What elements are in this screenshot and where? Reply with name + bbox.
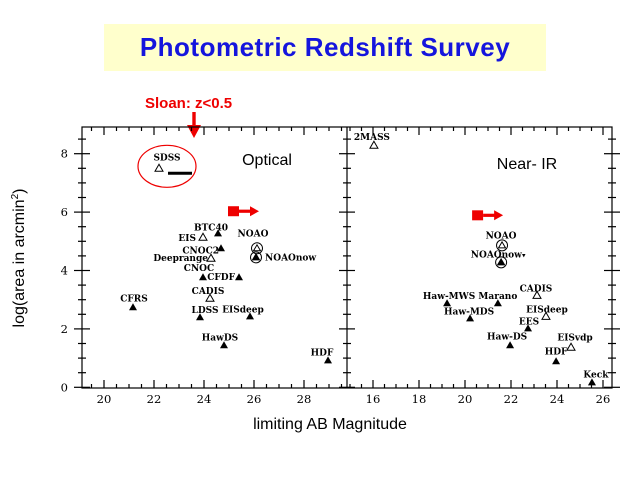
- x-tick-label: 26: [247, 392, 262, 406]
- survey-point-label: BTC40: [194, 223, 228, 233]
- panel-label-optical: Optical: [242, 152, 292, 169]
- open-triangle-marker: [566, 342, 576, 351]
- survey-point-label: EISdeep: [526, 305, 568, 315]
- filled-triangle-marker: [493, 299, 502, 307]
- filled-triangle-marker: [324, 356, 332, 364]
- survey-point-label: 2MASS: [354, 133, 390, 143]
- survey-point-label: Haw-MDS: [444, 307, 494, 317]
- survey-point-label: CFRS: [120, 294, 148, 304]
- survey-point-label: CNOC: [184, 264, 214, 274]
- filled-triangle-marker: [524, 324, 533, 332]
- survey-point-label: EISdeep: [222, 305, 264, 315]
- filled-triangle-marker: [129, 303, 137, 311]
- y-tick-label: 6: [61, 205, 68, 219]
- frontier-arrow-head: [494, 210, 504, 221]
- open-triangle-in-circle-marker: [497, 240, 507, 249]
- x-tick-label: 18: [412, 392, 427, 406]
- y-tick-label: 4: [61, 264, 68, 278]
- y-axis-title-superscript: 2: [10, 193, 21, 199]
- x-tick-label: 28: [297, 392, 312, 406]
- filled-triangle-marker: [587, 378, 596, 386]
- open-triangle-marker: [369, 140, 379, 149]
- x-tick-label: 22: [147, 392, 162, 406]
- frontier-square-icon: [472, 210, 484, 221]
- circle-marker: [251, 242, 263, 255]
- open-triangle-marker: [206, 253, 216, 262]
- x-tick-label: 26: [596, 392, 611, 406]
- open-triangle-marker: [205, 293, 215, 302]
- x-tick-label: 16: [366, 392, 381, 406]
- survey-point-label: EIS: [178, 234, 196, 244]
- survey-point-label: EES: [519, 317, 539, 327]
- survey-point-label: HawDS: [202, 333, 238, 343]
- filled-triangle-marker: [199, 273, 207, 281]
- filled-triangle-marker: [552, 357, 561, 365]
- survey-point-label: HDF: [545, 347, 568, 357]
- filled-triangle-marker: [217, 244, 225, 252]
- filled-triangle-marker: [220, 341, 228, 349]
- open-triangle-in-circle-marker: [252, 243, 262, 252]
- frontier-square-icon: [228, 206, 239, 217]
- x-axis-title: limiting AB Magnitude: [253, 416, 407, 433]
- open-triangle-marker: [198, 232, 208, 241]
- survey-point-label: CADIS: [192, 287, 225, 297]
- y-axis-title-close: ): [11, 189, 28, 194]
- filled-triangle-marker: [466, 314, 475, 322]
- survey-point-label: Haw-DS: [487, 332, 527, 342]
- filled-triangle-in-circle-marker: [251, 252, 261, 261]
- open-triangle-marker: [154, 163, 164, 172]
- y-axis-title: log(area in arcmin2): [10, 189, 28, 328]
- circle-marker: [496, 239, 509, 252]
- x-tick-label: 20: [97, 392, 112, 406]
- title-banner: Photometric Redshift Survey: [104, 24, 546, 71]
- survey-point-label: Haw-MWS: [423, 292, 475, 302]
- filled-triangle-in-circle-marker: [496, 257, 506, 266]
- survey-point-label: SDSS: [153, 153, 180, 163]
- filled-triangle-marker: [443, 299, 452, 307]
- x-tick-label: 22: [504, 392, 519, 406]
- panel-label-near-ir: Near- IR: [497, 156, 557, 173]
- x-tick-label: 24: [197, 392, 212, 406]
- survey-point-label: Marano: [478, 292, 517, 302]
- x-tick-label: 20: [458, 392, 473, 406]
- survey-point-label: CNOC2: [182, 246, 219, 256]
- survey-point-label: CADIS: [520, 284, 553, 294]
- survey-point-label: NOAOnow: [265, 253, 316, 263]
- survey-point-label: Deeprange: [153, 254, 208, 264]
- slide-title: Photometric Redshift Survey: [139, 32, 511, 62]
- y-axis-title-text: log(area in arcmin: [11, 199, 28, 327]
- survey-point-label: CFDF: [207, 273, 235, 283]
- sdss-callout-ellipse: [137, 144, 197, 188]
- small-down-triangle-icon: ▾: [522, 250, 526, 259]
- survey-point-label: EISvdp: [557, 333, 592, 343]
- sloan-arrow-icon: [187, 112, 201, 138]
- x-tick-label: 24: [550, 392, 565, 406]
- open-triangle-marker: [541, 311, 551, 320]
- filled-triangle-marker: [214, 229, 222, 237]
- survey-point-label: HDF: [311, 348, 334, 358]
- circle-marker: [250, 251, 262, 264]
- sloan-annotation-label: Sloan: z<0.5: [145, 95, 233, 112]
- survey-point-label: NOAO: [486, 231, 517, 241]
- y-tick-label: 8: [61, 147, 68, 161]
- survey-point-label: LDSS: [192, 306, 219, 316]
- filled-triangle-marker: [235, 273, 243, 281]
- y-tick-label: 2: [61, 322, 68, 336]
- survey-point-label: NOAOnow▾: [471, 250, 526, 260]
- circle-marker: [495, 256, 508, 269]
- survey-point-label: NOAO: [238, 229, 269, 239]
- y-tick-label: 0: [61, 380, 68, 394]
- filled-triangle-marker: [506, 341, 515, 349]
- open-triangle-marker: [532, 290, 542, 299]
- frontier-arrow-head: [250, 206, 259, 217]
- filled-triangle-marker: [246, 312, 254, 320]
- filled-triangle-marker: [196, 313, 204, 321]
- survey-point-label: Keck: [583, 370, 609, 380]
